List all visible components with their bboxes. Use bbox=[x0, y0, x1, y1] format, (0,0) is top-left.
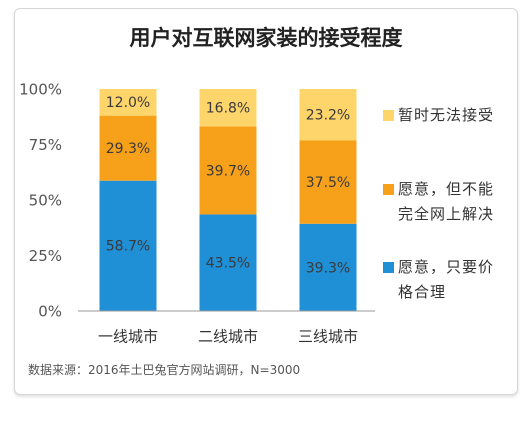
x-category-label: 一线城市 bbox=[98, 327, 158, 345]
legend-label-willing-if-price-reasonable: 愿意，只要价格合理 bbox=[398, 258, 495, 301]
data-label: 23.2% bbox=[306, 108, 350, 124]
chart-frame bbox=[14, 8, 518, 395]
legend-label-willing-not-fully-online: 愿意，但不能完全网上解决 bbox=[398, 180, 495, 223]
legend-swatch-willing-not-fully-online bbox=[383, 184, 394, 195]
bar-segment bbox=[299, 89, 357, 141]
legend-label-unacceptable: 暂时无法接受 bbox=[398, 106, 495, 124]
y-tick-label: 100% bbox=[19, 80, 62, 98]
bar-segment bbox=[99, 89, 157, 116]
legend-swatch-willing-if-price-reasonable bbox=[383, 262, 394, 273]
x-category-label: 二线城市 bbox=[198, 327, 258, 345]
data-label: 12.0% bbox=[106, 95, 150, 111]
legend-swatch-unacceptable bbox=[383, 110, 394, 121]
bar-segment bbox=[199, 89, 257, 127]
chart-title: 用户对互联网家装的接受程度 bbox=[129, 26, 403, 50]
y-tick-label: 50% bbox=[29, 191, 62, 209]
bar-segment bbox=[299, 140, 357, 224]
data-label: 29.3% bbox=[106, 141, 150, 157]
data-source-note: 数据来源：2016年土巴兔官方网站调研，N=3000 bbox=[28, 363, 301, 377]
bar-segment bbox=[99, 115, 157, 181]
y-tick-label: 25% bbox=[29, 247, 62, 265]
bar-segment bbox=[299, 223, 357, 311]
y-tick-label: 75% bbox=[29, 136, 62, 154]
data-label: 37.5% bbox=[306, 175, 350, 191]
data-label: 39.3% bbox=[306, 260, 350, 276]
x-category-label: 三线城市 bbox=[298, 327, 358, 345]
bar-segment bbox=[99, 180, 157, 311]
data-label: 39.7% bbox=[206, 163, 250, 179]
data-label: 43.5% bbox=[206, 256, 250, 272]
data-label: 16.8% bbox=[206, 101, 250, 117]
bar-segment bbox=[199, 126, 257, 215]
data-label: 58.7% bbox=[106, 239, 150, 255]
y-tick-label: 0% bbox=[38, 302, 62, 320]
bar-segment bbox=[199, 214, 257, 311]
